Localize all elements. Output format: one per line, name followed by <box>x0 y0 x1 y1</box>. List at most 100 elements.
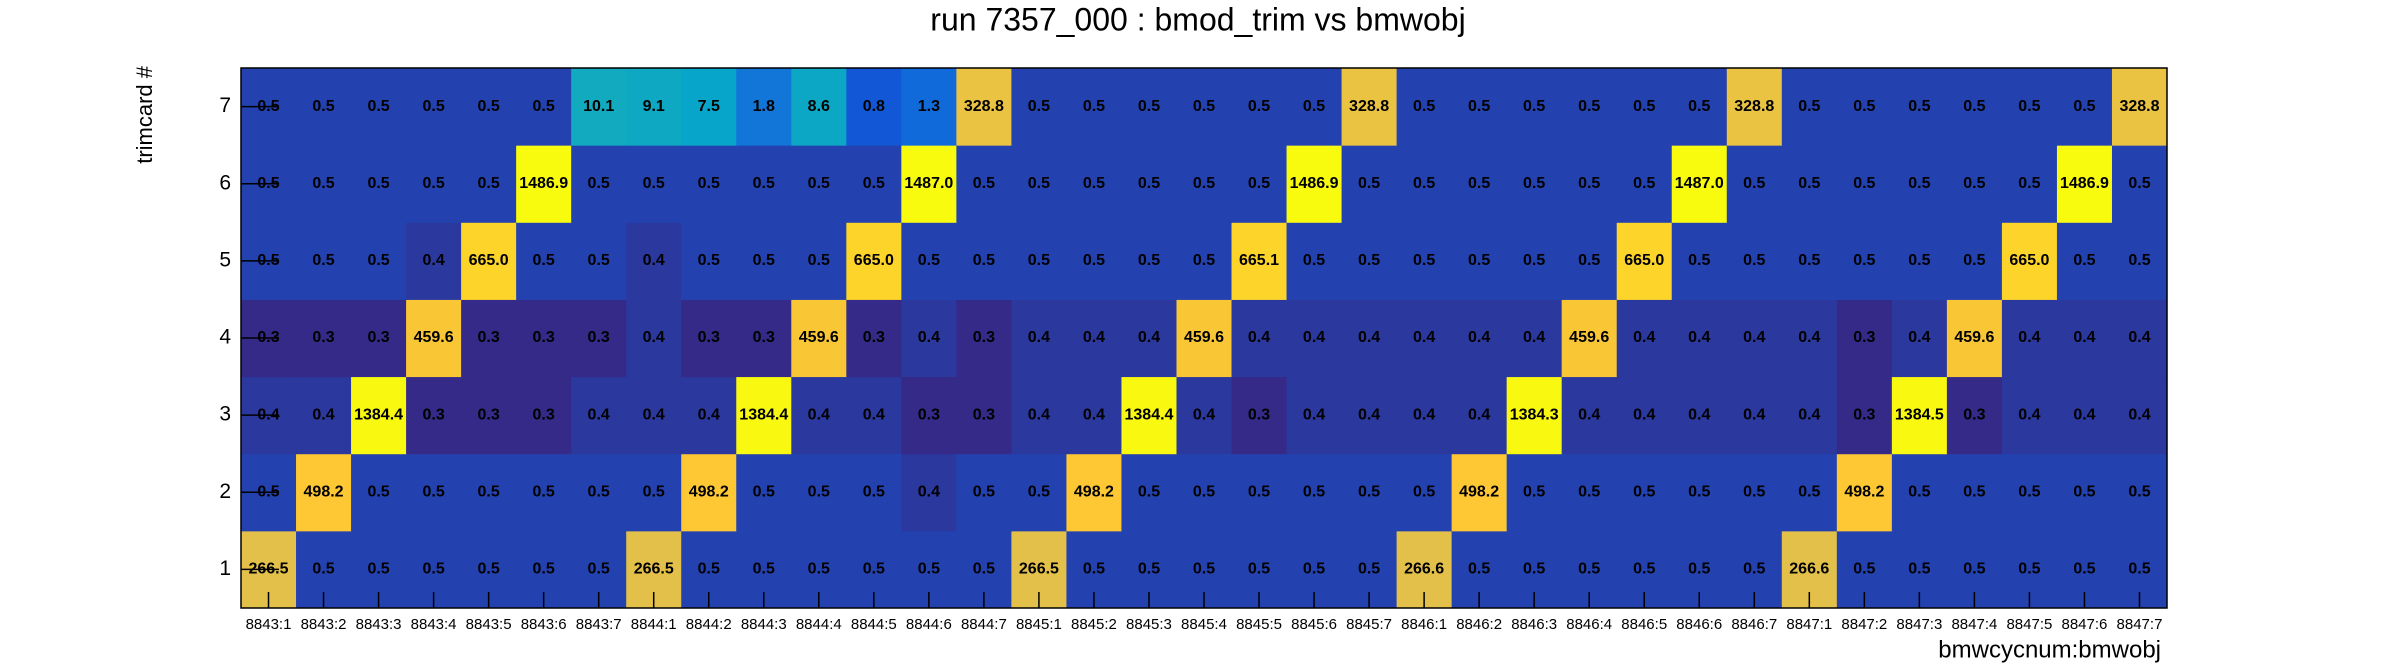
cell-label: 0.4 <box>1138 329 1160 346</box>
cell-label: 0.5 <box>1743 252 1765 269</box>
cell <box>1506 145 1563 223</box>
cell <box>516 453 572 532</box>
cell <box>1891 145 1948 223</box>
cell-label: 0.5 <box>1633 175 1655 192</box>
cell-label: 9.1 <box>643 98 665 115</box>
cell <box>571 222 627 300</box>
cell <box>461 222 517 300</box>
cell-label: 0.5 <box>1303 98 1325 115</box>
cell <box>1726 68 1783 146</box>
cell <box>1231 376 1288 455</box>
x-tick-label: 8846:3 <box>1511 616 1557 633</box>
cell <box>461 299 517 378</box>
cell <box>1671 453 1728 532</box>
cell-label: 266.5 <box>634 561 674 578</box>
cell <box>1011 68 1067 146</box>
cell-label: 0.5 <box>1248 484 1270 501</box>
cell <box>901 145 957 223</box>
cell-label: 0.4 <box>1468 406 1490 423</box>
cell-label: 1384.4 <box>739 406 788 423</box>
cell-label: 0.3 <box>588 329 610 346</box>
cell <box>351 222 407 300</box>
cell-label: 0.5 <box>1193 484 1215 501</box>
x-tick-label: 8845:5 <box>1236 616 1282 633</box>
cell <box>956 376 1012 455</box>
cell <box>626 299 682 378</box>
cell <box>901 299 957 378</box>
cell-label: 0.5 <box>1633 561 1655 578</box>
cell <box>846 145 902 223</box>
x-tick-label: 8844:1 <box>631 616 677 633</box>
cell-label: 0.4 <box>1028 329 1050 346</box>
cell-label: 0.5 <box>1578 175 1600 192</box>
cell-label: 0.5 <box>1743 561 1765 578</box>
cell-label: 0.5 <box>1523 98 1545 115</box>
cell <box>901 68 957 146</box>
cell <box>901 453 957 532</box>
x-tick-label: 8847:3 <box>1896 616 1942 633</box>
x-tick-label: 8847:5 <box>2006 616 2052 633</box>
cell <box>516 376 572 455</box>
cell-label: 665.0 <box>1624 252 1664 269</box>
cell-label: 0.5 <box>973 252 995 269</box>
cell <box>1726 376 1783 455</box>
cell <box>2001 68 2058 146</box>
cell-label: 0.4 <box>1908 329 1930 346</box>
x-tick-label: 8846:4 <box>1566 616 1612 633</box>
cell <box>846 68 902 146</box>
cell <box>1616 145 1673 223</box>
cell <box>1671 299 1728 378</box>
cell <box>1946 68 2003 146</box>
cell <box>1561 222 1618 300</box>
cell-label: 266.5 <box>1019 561 1059 578</box>
x-tick-label: 8845:6 <box>1291 616 1337 633</box>
cell-label: 0.5 <box>1523 484 1545 501</box>
cell-label: 0.5 <box>533 252 555 269</box>
cell-label: 0.5 <box>1633 98 1655 115</box>
cell <box>1011 222 1067 300</box>
cell <box>1781 222 1838 300</box>
cell <box>2056 299 2113 378</box>
x-tick-label: 8843:7 <box>576 616 622 633</box>
cell-label: 0.5 <box>2128 175 2150 192</box>
cell-label: 7.5 <box>698 98 720 115</box>
cell-label: 0.4 <box>1633 406 1655 423</box>
cell <box>296 299 352 378</box>
cell <box>351 145 407 223</box>
cell-label: 0.5 <box>312 561 334 578</box>
cell-label: 0.5 <box>1358 175 1380 192</box>
cell-label: 0.5 <box>1633 484 1655 501</box>
cell-label: 0.4 <box>1248 329 1270 346</box>
cell-label: 0.5 <box>863 561 885 578</box>
cell-label: 0.5 <box>1468 98 1490 115</box>
cell <box>2111 453 2168 532</box>
cell <box>1506 376 1563 455</box>
cell-label: 0.5 <box>753 484 775 501</box>
cell-label: 0.4 <box>1193 406 1215 423</box>
cell <box>901 376 957 455</box>
x-tick-label: 8845:4 <box>1181 616 1227 633</box>
cell-label: 0.4 <box>863 406 885 423</box>
cell-label: 459.6 <box>799 329 839 346</box>
cell-label: 0.5 <box>1908 561 1930 578</box>
cell-label: 0.5 <box>1303 561 1325 578</box>
cell <box>1341 145 1398 223</box>
cell <box>681 222 737 300</box>
cell-label: 0.3 <box>1248 406 1270 423</box>
cell <box>2111 222 2168 300</box>
cell <box>2001 376 2058 455</box>
cell-label: 0.3 <box>753 329 775 346</box>
cell <box>1506 299 1563 378</box>
cell <box>1231 145 1288 223</box>
cell-label: 0.3 <box>367 329 389 346</box>
cell <box>2111 145 2168 223</box>
cell-label: 0.5 <box>1083 98 1105 115</box>
y-tick-label: 1 <box>219 557 231 580</box>
cell-label: 0.5 <box>1413 175 1435 192</box>
cell <box>1946 376 2003 455</box>
cell-label: 0.3 <box>973 406 995 423</box>
cell <box>1506 453 1563 532</box>
cell-label: 0.5 <box>2018 484 2040 501</box>
cell-label: 0.5 <box>973 561 995 578</box>
